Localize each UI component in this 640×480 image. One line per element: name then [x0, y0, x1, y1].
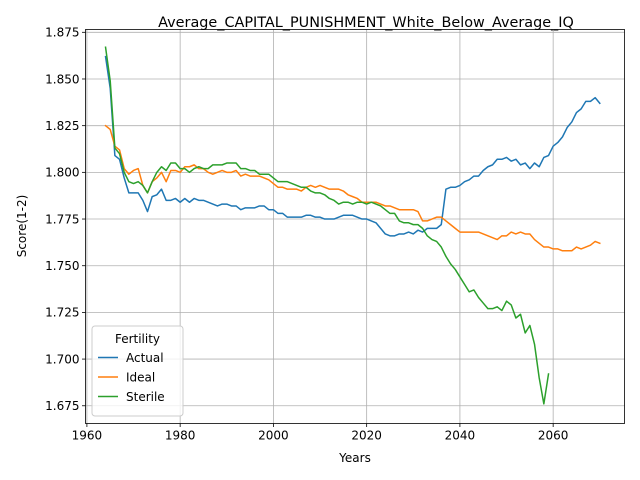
x-tick-label: 2040	[445, 429, 476, 443]
legend-items: Actual Ideal Sterile	[98, 351, 165, 404]
x-tick-label: 2020	[351, 429, 382, 443]
legend-box	[91, 325, 184, 417]
legend-label-actual: Actual	[126, 351, 164, 365]
series-line-actual	[104, 55, 601, 237]
y-tick-label: 1.825	[45, 119, 79, 133]
y-axis-ticks: 1.675 1.700 1.725 1.750 1.775 1.800 1.825 1.850…	[45, 26, 86, 413]
x-tick-label: 1960	[72, 429, 103, 443]
y-tick-label: 1.725	[45, 306, 79, 320]
legend-label-sterile: Sterile	[126, 390, 165, 404]
y-tick-label: 1.875	[45, 26, 79, 40]
y-tick-label: 1.850	[45, 72, 79, 86]
y-tick-label: 1.750	[45, 259, 79, 273]
series-line-sterile	[104, 46, 550, 405]
x-axis-label: Years	[338, 451, 371, 465]
legend-label-ideal: Ideal	[126, 370, 155, 384]
x-tick-label: 1980	[165, 429, 196, 443]
y-tick-label: 1.800	[45, 166, 79, 180]
series-line-ideal	[104, 124, 601, 252]
chart-title: Average_CAPITAL_PUNISHMENT_White_Below_A…	[158, 15, 574, 31]
y-tick-label: 1.775	[45, 212, 79, 226]
y-axis-label: Score(1-2)	[15, 195, 29, 258]
x-tick-label: 2060	[538, 429, 569, 443]
legend: Fertility Actual Ideal Sterile	[91, 325, 184, 417]
y-tick-label: 1.675	[45, 399, 79, 413]
plot-area-frame	[85, 29, 625, 424]
series-lines	[104, 46, 601, 405]
legend-title: Fertility	[115, 332, 160, 346]
x-tick-label: 2000	[258, 429, 289, 443]
y-tick-label: 1.700	[45, 352, 79, 366]
x-axis-ticks: 1960 1980 2000 2020 2040 2060	[72, 423, 569, 443]
